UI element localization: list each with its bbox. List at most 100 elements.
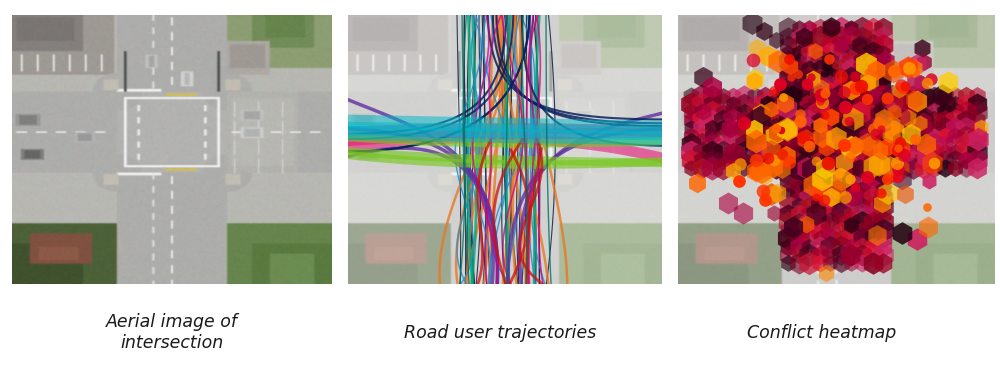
Point [828, 135, 844, 141]
Point [801, 98, 817, 104]
Point [831, 157, 847, 163]
Point [884, 133, 900, 139]
Point [791, 90, 807, 96]
Point [875, 211, 891, 217]
Point [821, 165, 837, 171]
Point [843, 66, 859, 72]
Point [798, 135, 814, 141]
Point [895, 101, 911, 107]
Point [895, 157, 911, 163]
Point [845, 116, 861, 122]
Point [843, 147, 859, 153]
Point [780, 131, 796, 137]
Point [969, 149, 985, 155]
Point [757, 165, 773, 171]
Point [810, 165, 826, 171]
Point [843, 90, 859, 96]
Point [871, 160, 887, 166]
Point [852, 149, 868, 155]
Point [947, 133, 963, 139]
Point [896, 152, 912, 158]
Point [854, 34, 870, 40]
Point [778, 157, 794, 163]
Point [694, 109, 710, 115]
Point [865, 211, 881, 217]
Point [789, 93, 805, 99]
Point [884, 149, 900, 155]
Point [778, 133, 794, 139]
Point [822, 195, 838, 201]
Point [831, 93, 847, 99]
Point [704, 141, 720, 147]
Point [905, 101, 921, 107]
Point [842, 117, 858, 123]
Point [821, 157, 837, 163]
Point [958, 93, 974, 99]
Text: Conflict heatmap: Conflict heatmap [747, 324, 897, 342]
Point [895, 109, 911, 115]
Point [778, 153, 794, 159]
Point [725, 157, 741, 163]
Point [873, 141, 889, 147]
Point [892, 137, 908, 143]
Point [761, 163, 777, 169]
Point [780, 236, 796, 242]
Point [831, 170, 847, 176]
Point [772, 81, 788, 87]
Point [865, 98, 881, 104]
Point [873, 101, 889, 107]
Point [958, 101, 974, 107]
Point [725, 101, 741, 107]
Point [833, 122, 849, 128]
Point [822, 114, 838, 120]
Point [812, 34, 828, 40]
Point [859, 96, 875, 102]
Point [843, 171, 859, 177]
Point [768, 109, 784, 115]
Point [958, 149, 974, 155]
Point [781, 159, 797, 165]
Point [789, 125, 805, 131]
Point [808, 158, 824, 164]
Point [865, 187, 881, 193]
Point [801, 236, 817, 242]
Point [704, 149, 720, 155]
Point [791, 131, 807, 137]
Point [778, 109, 794, 115]
Point [865, 203, 881, 209]
Point [873, 117, 889, 123]
Point [833, 25, 849, 31]
Point [837, 104, 853, 110]
Point [916, 101, 932, 107]
Point [859, 140, 875, 145]
Point [833, 260, 849, 266]
Point [865, 179, 881, 185]
Point [833, 90, 849, 96]
Point [695, 108, 711, 114]
Point [842, 133, 858, 139]
Point [774, 151, 790, 157]
Point [789, 141, 805, 147]
Point [778, 165, 794, 171]
Point [780, 106, 796, 112]
Point [812, 211, 828, 217]
Point [854, 106, 870, 112]
Point [822, 90, 838, 96]
Point [854, 203, 870, 209]
Point [812, 252, 828, 258]
Point [926, 141, 942, 147]
Point [833, 179, 849, 185]
Point [833, 195, 849, 201]
Point [801, 211, 817, 217]
Point [852, 93, 868, 99]
Point [905, 125, 921, 131]
Point [843, 74, 859, 80]
Point [916, 125, 932, 131]
Point [895, 93, 911, 99]
Point [791, 260, 807, 266]
Point [749, 45, 765, 51]
Point [833, 219, 849, 225]
Point [843, 98, 859, 104]
Point [801, 74, 817, 80]
Point [683, 117, 699, 123]
